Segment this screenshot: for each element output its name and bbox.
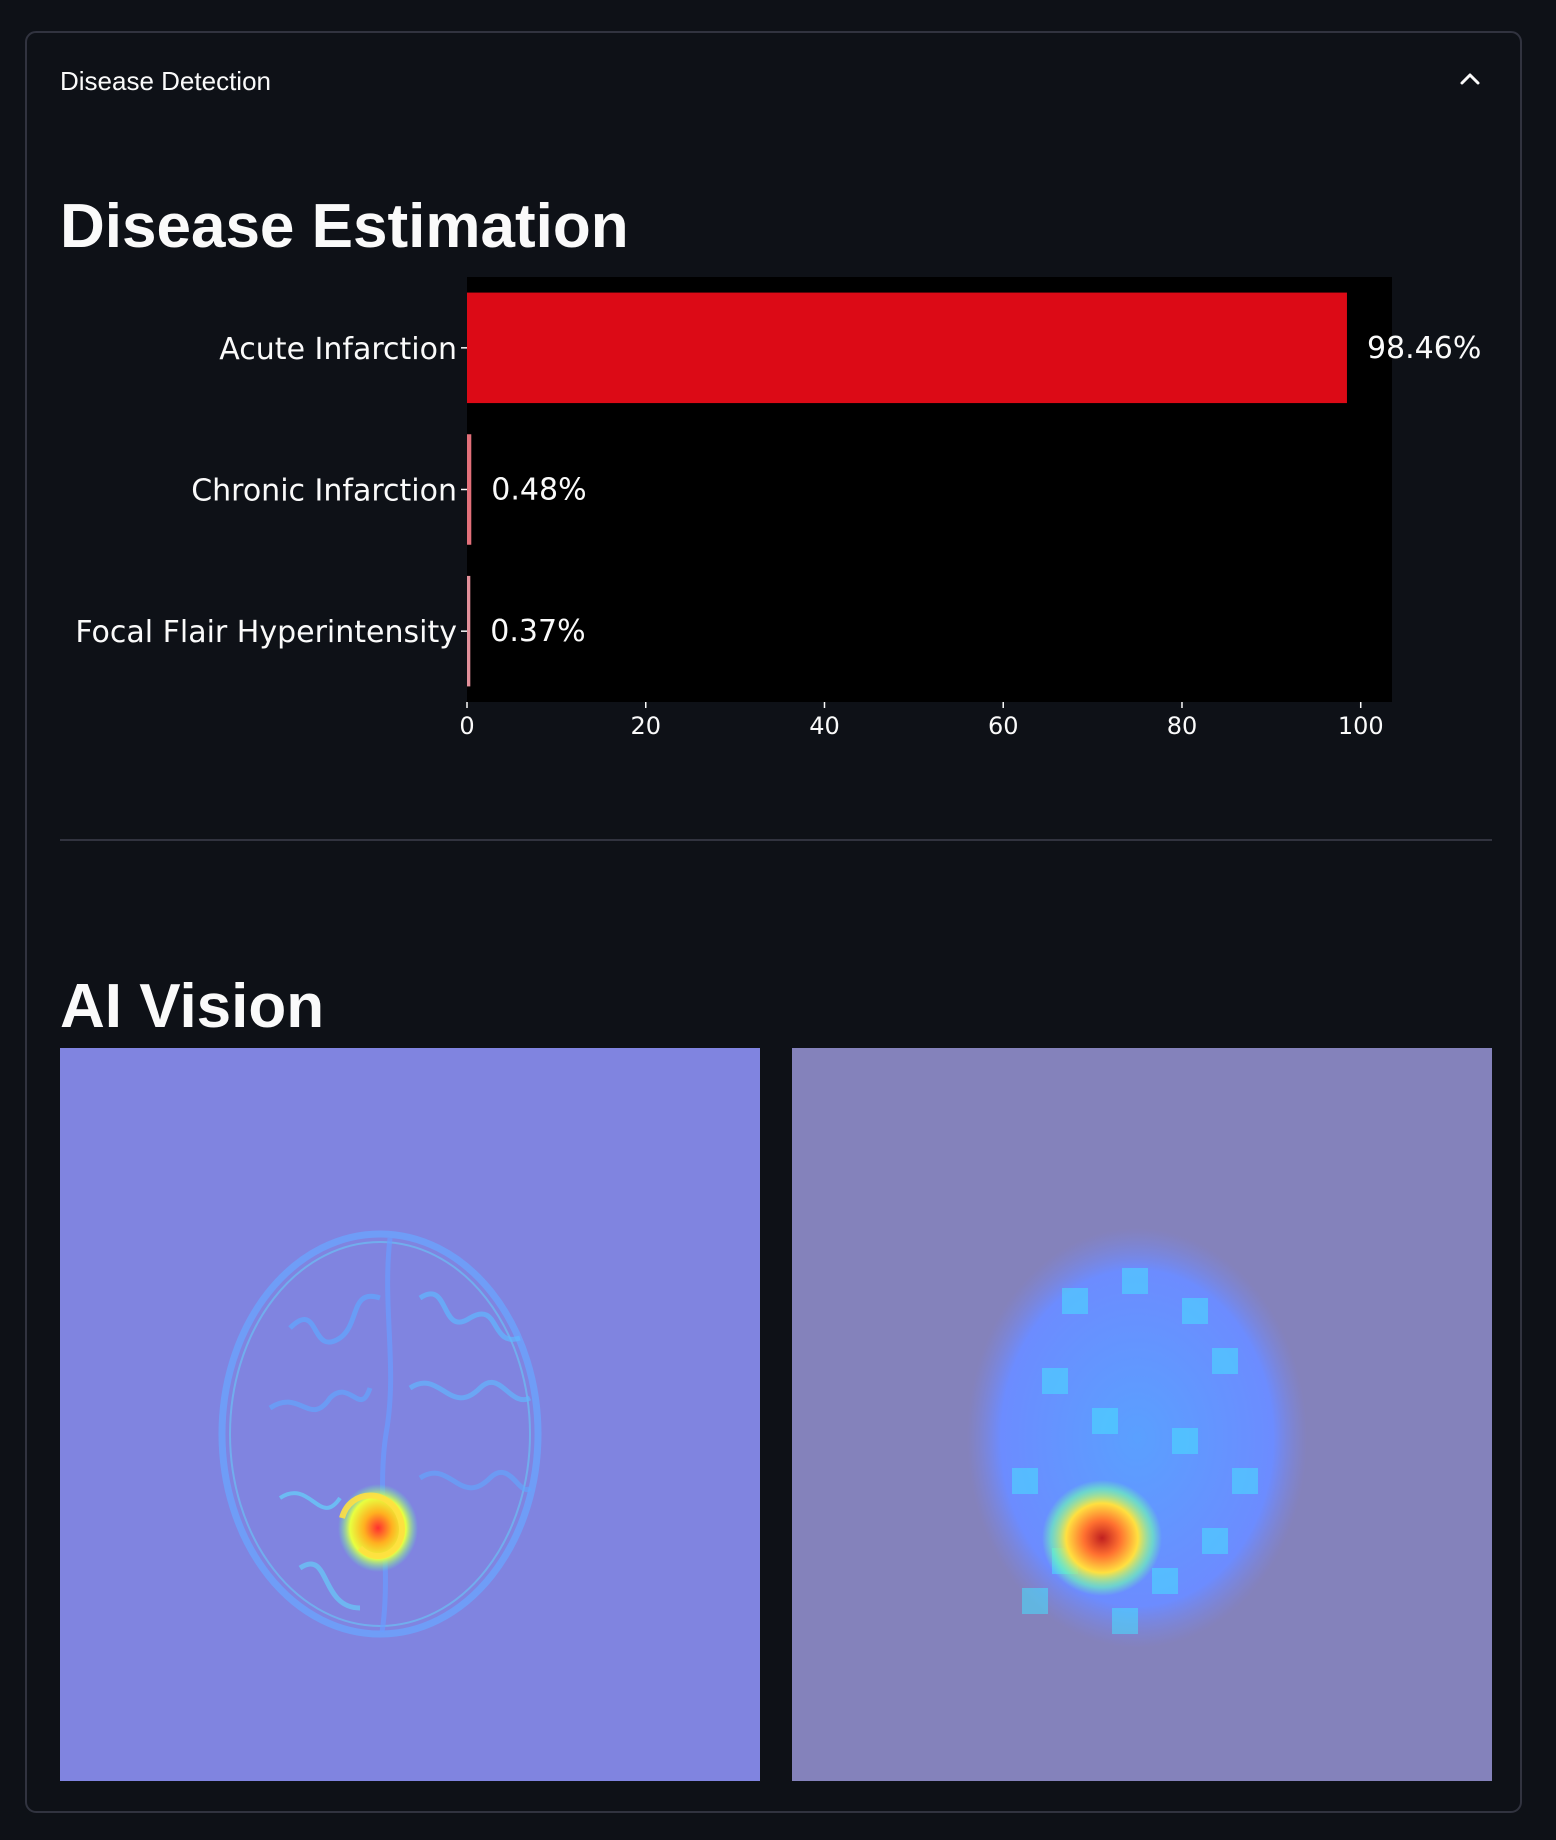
chevron-up-icon[interactable] [1458, 69, 1482, 89]
section-title-ai-vision: AI Vision [60, 972, 325, 1041]
x-tick-label: 0 [459, 712, 474, 740]
x-tick-label: 60 [988, 712, 1019, 740]
ai-vision-image-fine [60, 1048, 760, 1781]
bar-chronic-infarction [467, 434, 472, 545]
bar-acute-infarction [467, 292, 1347, 404]
disease-detection-expander: Disease Detection Disease Estimation Acu… [25, 31, 1522, 1813]
section-divider [60, 839, 1492, 841]
x-tick-label: 40 [809, 712, 840, 740]
x-tick-label: 80 [1167, 712, 1198, 740]
expander-header[interactable]: Disease Detection [27, 33, 1520, 128]
y-tick-label: Focal Flair Hyperintensity [75, 615, 457, 650]
brain-heatmap-fine [218, 1230, 542, 1638]
expander-title: Disease Detection [60, 66, 271, 96]
y-tick-label: Chronic Infarction [191, 474, 457, 509]
bar-focal-flair-hyperintensity [467, 575, 471, 687]
data-label: 0.48% [491, 473, 586, 508]
disease-bar-chart: Acute Infarction 98.46% Chronic Infarction… [75, 277, 1481, 740]
x-tick-label: 20 [630, 712, 661, 740]
data-label: 0.37% [490, 614, 585, 649]
y-tick-label: Acute Infarction [219, 332, 457, 367]
brain-heatmap-coarse [967, 1228, 1307, 1648]
data-label: 98.46% [1367, 331, 1481, 366]
x-tick-label: 100 [1338, 712, 1384, 740]
section-title-disease-estimation: Disease Estimation [60, 192, 629, 261]
ai-vision-image-coarse [792, 1048, 1492, 1781]
